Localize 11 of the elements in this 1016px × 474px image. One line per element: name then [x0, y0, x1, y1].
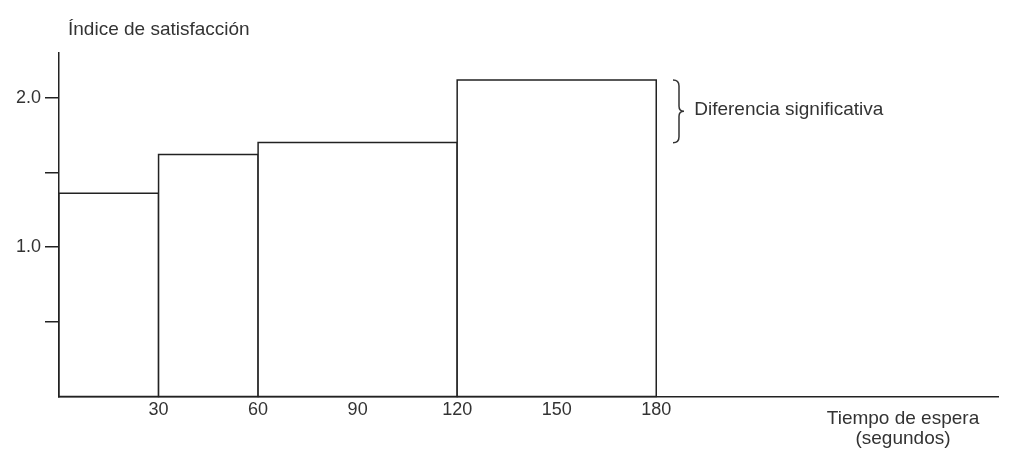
annotation: Diferencia significativa — [694, 97, 884, 119]
x-tick-label: 30 — [148, 399, 169, 420]
x-tick-label: 60 — [248, 399, 269, 420]
x-tick-label: 90 — [347, 399, 368, 420]
y-tick-label: 2.0 — [15, 86, 42, 107]
x-axis-title: Tiempo de espera (segundos) — [826, 406, 980, 448]
x-tick-label: 180 — [641, 399, 672, 420]
y-tick-label: 1.0 — [15, 236, 42, 257]
x-tick-label: 120 — [442, 399, 473, 420]
y-axis-title: Índice de satisfacción — [68, 18, 250, 40]
x-tick-label: 150 — [541, 399, 572, 420]
